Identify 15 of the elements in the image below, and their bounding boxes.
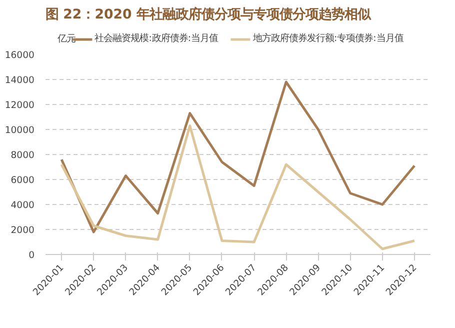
y-tick-label: 0	[28, 250, 35, 261]
line-series	[60, 80, 416, 234]
legend-label: 地方政府债券发行额:专项债券:当月值	[253, 32, 404, 45]
y-tick-label: 14000	[4, 75, 35, 86]
y-tick-label: 16000	[4, 50, 35, 61]
y-tick-label: 4000	[10, 200, 35, 211]
y-tick-label: 6000	[10, 175, 35, 186]
legend-label: 社会融资规模:政府债券:当月值	[94, 32, 218, 45]
y-tick-label: 2000	[10, 225, 35, 236]
line-series	[60, 124, 416, 250]
chart-title: 图 22：2020 年社融政府债分项与专项债分项趋势相似	[46, 6, 372, 22]
y-tick-label: 12000	[4, 100, 35, 111]
y-tick-label: 10000	[4, 125, 35, 136]
y-axis-title: 亿元	[56, 34, 76, 44]
y-tick-label: 8000	[10, 150, 35, 161]
